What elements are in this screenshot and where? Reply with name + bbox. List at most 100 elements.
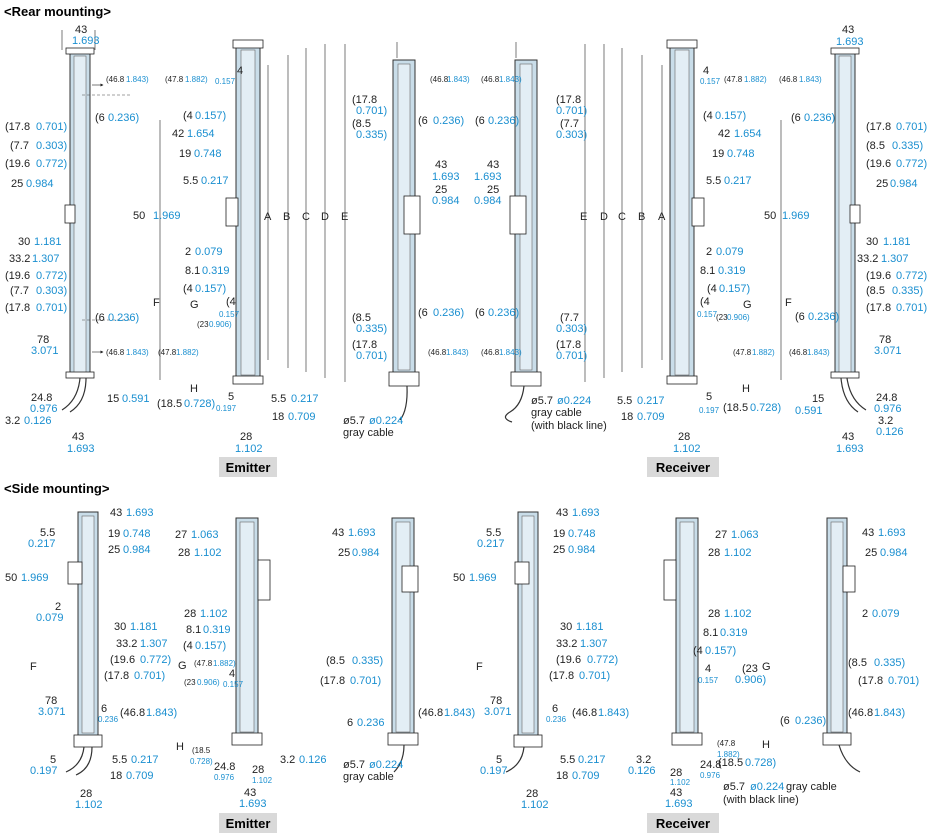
svg-text:(8.5: (8.5	[866, 140, 885, 152]
svg-text:0.236): 0.236)	[433, 307, 464, 319]
svg-text:5: 5	[496, 754, 502, 766]
svg-text:0.217: 0.217	[578, 754, 606, 766]
svg-text:0.984: 0.984	[123, 544, 151, 556]
svg-text:ø0.224: ø0.224	[369, 759, 403, 771]
svg-text:43: 43	[332, 527, 344, 539]
svg-text:(17.8: (17.8	[858, 675, 883, 687]
svg-text:33.2: 33.2	[116, 638, 137, 650]
svg-text:27: 27	[715, 529, 727, 541]
svg-text:0.701): 0.701)	[134, 670, 165, 682]
svg-text:H: H	[176, 741, 184, 753]
svg-text:gray cable: gray cable	[531, 407, 582, 419]
svg-text:C: C	[302, 211, 310, 223]
svg-text:(4: (4	[183, 110, 193, 122]
svg-text:0.236): 0.236)	[488, 115, 519, 127]
svg-text:43: 43	[842, 24, 854, 36]
svg-text:(7.7: (7.7	[560, 118, 579, 130]
svg-text:gray cable: gray cable	[343, 771, 394, 783]
svg-text:1.063: 1.063	[731, 529, 759, 541]
svg-text:F: F	[30, 661, 37, 673]
svg-text:28: 28	[708, 547, 720, 559]
svg-text:5.5: 5.5	[486, 527, 501, 539]
svg-text:1.843): 1.843)	[126, 75, 149, 84]
side-emitter-view-3	[387, 517, 419, 773]
svg-text:30: 30	[866, 236, 878, 248]
svg-text:(6: (6	[95, 112, 105, 124]
svg-text:(8.5: (8.5	[848, 657, 867, 669]
svg-text:3.2: 3.2	[636, 754, 651, 766]
svg-text:(46.8: (46.8	[428, 348, 447, 357]
svg-text:3.2: 3.2	[5, 415, 20, 427]
svg-text:1.307: 1.307	[32, 253, 60, 265]
svg-text:(47.8: (47.8	[724, 75, 743, 84]
svg-text:0.984: 0.984	[352, 547, 380, 559]
svg-text:0.772): 0.772)	[36, 270, 67, 282]
svg-text:0.976: 0.976	[30, 403, 58, 415]
svg-text:F: F	[476, 661, 483, 673]
svg-text:5.5: 5.5	[271, 393, 286, 405]
svg-text:0.748: 0.748	[123, 528, 151, 540]
svg-text:1.307: 1.307	[580, 638, 608, 650]
svg-text:1.102: 1.102	[724, 547, 752, 559]
svg-text:1.102: 1.102	[235, 443, 263, 455]
svg-text:0.984: 0.984	[568, 544, 596, 556]
svg-text:0.236): 0.236)	[433, 115, 464, 127]
svg-text:0.984: 0.984	[432, 195, 460, 207]
svg-text:30: 30	[18, 236, 30, 248]
svg-text:0.335): 0.335)	[874, 657, 905, 669]
svg-text:ø0.224: ø0.224	[369, 415, 403, 427]
svg-text:25: 25	[553, 544, 565, 556]
svg-text:(7.7: (7.7	[560, 312, 579, 324]
svg-text:28: 28	[184, 608, 196, 620]
rear-emitter-side-view	[61, 30, 130, 413]
svg-text:(18.5: (18.5	[723, 402, 748, 414]
svg-text:(6: (6	[418, 307, 428, 319]
svg-text:0.157: 0.157	[223, 680, 244, 689]
svg-text:1.969: 1.969	[153, 210, 181, 222]
svg-text:0.157): 0.157)	[705, 645, 736, 657]
svg-text:1.102: 1.102	[521, 799, 549, 811]
svg-text:1.693: 1.693	[348, 527, 376, 539]
svg-text:19: 19	[108, 528, 120, 540]
svg-text:25: 25	[876, 178, 888, 190]
svg-text:(4: (4	[183, 640, 193, 652]
side-receiver-view-3	[822, 517, 861, 773]
svg-text:28: 28	[708, 608, 720, 620]
svg-text:F: F	[153, 297, 160, 309]
svg-text:3.071: 3.071	[31, 345, 59, 357]
svg-text:(6: (6	[475, 115, 485, 127]
svg-text:1.181: 1.181	[130, 621, 158, 633]
svg-text:1.843): 1.843)	[444, 707, 475, 719]
dim-43-in: 1.693	[72, 35, 100, 47]
svg-text:0.217: 0.217	[28, 538, 56, 550]
svg-text:0.976: 0.976	[874, 403, 902, 415]
svg-text:(46.8: (46.8	[481, 75, 500, 84]
svg-text:0.157: 0.157	[697, 310, 718, 319]
svg-text:0.748: 0.748	[194, 148, 222, 160]
svg-text:0.236): 0.236)	[808, 311, 839, 323]
svg-text:0.319: 0.319	[202, 265, 230, 277]
svg-text:E: E	[580, 211, 587, 223]
svg-text:3.2: 3.2	[878, 415, 893, 427]
svg-text:2: 2	[55, 601, 61, 613]
svg-text:5.5: 5.5	[617, 395, 632, 407]
svg-text:50: 50	[453, 572, 465, 584]
svg-text:1.102: 1.102	[724, 608, 752, 620]
svg-text:1.181: 1.181	[576, 621, 604, 633]
svg-text:0.079: 0.079	[195, 246, 223, 258]
svg-text:43: 43	[556, 507, 568, 519]
svg-text:0.591: 0.591	[795, 405, 823, 417]
svg-text:(46.8: (46.8	[430, 75, 449, 84]
svg-text:8.1: 8.1	[186, 624, 201, 636]
svg-text:(17.8: (17.8	[556, 94, 581, 106]
svg-text:(4: (4	[226, 296, 236, 308]
svg-text:1.693: 1.693	[239, 798, 267, 810]
svg-text:1.882): 1.882)	[185, 75, 208, 84]
svg-text:8.1: 8.1	[703, 627, 718, 639]
svg-text:(17.8: (17.8	[556, 339, 581, 351]
svg-text:(46.8: (46.8	[848, 707, 873, 719]
svg-text:(8.5: (8.5	[352, 118, 371, 130]
svg-text:30: 30	[114, 621, 126, 633]
svg-text:0.976: 0.976	[214, 773, 235, 782]
svg-text:1.693: 1.693	[572, 507, 600, 519]
